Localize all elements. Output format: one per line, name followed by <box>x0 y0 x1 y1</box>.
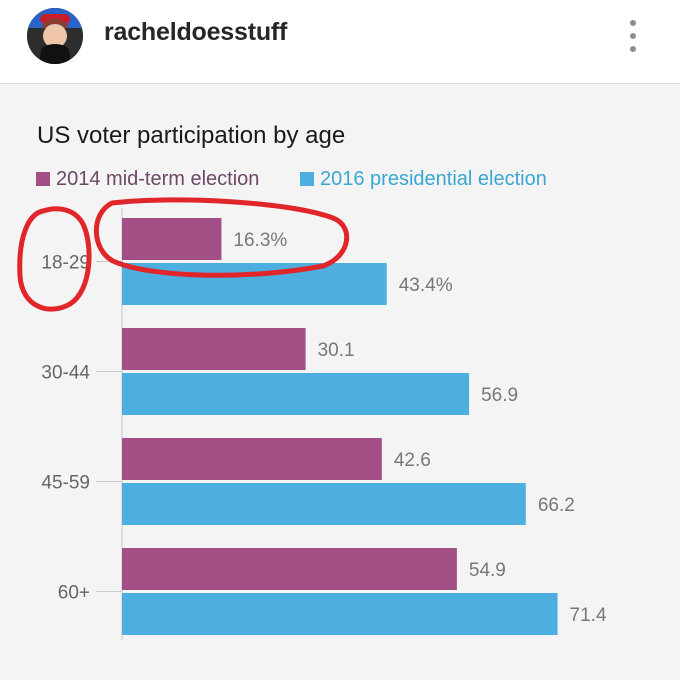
chart-labels: 18-29 16.3% 43.4% 30-44 30.1 56.9 45-59 42.6 66.… <box>41 230 607 626</box>
red-circle-annotations <box>17 197 350 312</box>
value-label-2016-60+: 71.4 <box>570 605 607 626</box>
bar-2016-45-59 <box>122 483 526 525</box>
annotation-circle-age-label <box>17 206 92 312</box>
post-header: racheldoesstuff <box>0 0 680 84</box>
annotation-circle-2014-bar <box>93 197 350 278</box>
value-label-2014-45-59: 42.6 <box>394 450 431 471</box>
legend-label-2016: 2016 presidential election <box>320 168 547 190</box>
legend-swatch-2016 <box>300 172 314 186</box>
legend-label-2014: 2014 mid-term election <box>56 168 260 190</box>
more-options-icon[interactable] <box>618 14 648 58</box>
value-label-2014-60+: 54.9 <box>469 560 506 581</box>
bar-2014-45-59 <box>122 438 382 480</box>
value-label-2014-30-44: 30.1 <box>318 340 355 361</box>
value-label-2016-45-59: 66.2 <box>538 495 575 516</box>
chart-grid <box>96 208 123 640</box>
bar-2014-30-44 <box>122 328 306 370</box>
legend-swatch-2014 <box>36 172 50 186</box>
profile-avatar-icon[interactable] <box>27 8 83 64</box>
value-label-2016-30-44: 56.9 <box>481 385 518 406</box>
y-tick-label-30-44: 30-44 <box>41 363 90 384</box>
value-label-2016-18-29: 43.4% <box>399 275 453 296</box>
y-tick-label-45-59: 45-59 <box>41 473 90 494</box>
y-tick-label-18-29: 18-29 <box>41 253 90 274</box>
legend-2016: 2016 presidential election <box>300 168 547 191</box>
avatar-image <box>27 8 83 64</box>
y-tick-label-60+: 60+ <box>58 583 90 604</box>
bar-2014-18-29 <box>122 218 222 260</box>
bar-2016-30-44 <box>122 373 470 415</box>
bar-2014-60+ <box>122 548 457 590</box>
bar-2016-18-29 <box>122 263 387 305</box>
username[interactable]: racheldoesstuff <box>104 18 288 46</box>
chart-title: US voter participation by age <box>37 122 346 149</box>
chart-bars <box>122 218 558 635</box>
bar-2016-60+ <box>122 593 558 635</box>
value-label-2014-18-29: 16.3% <box>233 230 287 251</box>
legend-2014: 2014 mid-term election <box>36 168 259 191</box>
